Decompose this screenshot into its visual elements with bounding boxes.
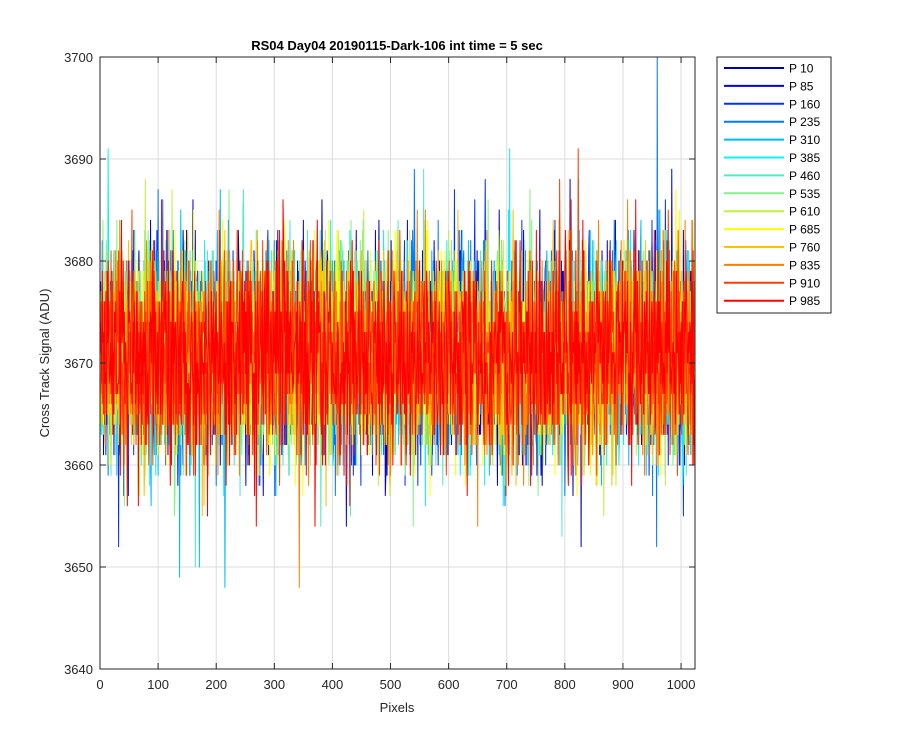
legend-label: P 610 bbox=[789, 205, 820, 219]
legend-label: P 310 bbox=[789, 133, 820, 147]
legend-label: P 235 bbox=[789, 115, 820, 129]
series-line-p-985 bbox=[100, 199, 696, 527]
legend-label: P 685 bbox=[789, 223, 820, 237]
x-tick-label: 300 bbox=[263, 677, 285, 692]
legend-label: P 535 bbox=[789, 187, 820, 201]
y-tick-label: 3650 bbox=[64, 560, 93, 575]
legend-label: P 385 bbox=[789, 151, 820, 165]
y-tick-label: 3690 bbox=[64, 152, 93, 167]
legend: P 10 P 85 P 160 P 235 P 310 P 385 P 460 P 535 P … bbox=[716, 56, 832, 314]
x-tick-label: 600 bbox=[438, 677, 460, 692]
x-tick-label: 900 bbox=[612, 677, 634, 692]
legend-label: P 85 bbox=[789, 79, 814, 93]
legend-label: P 10 bbox=[789, 62, 814, 76]
legend-entries: P 10 P 85 P 160 P 235 P 310 P 385 P 460 P 535 P … bbox=[724, 62, 820, 308]
series-layer bbox=[100, 56, 696, 588]
x-tick-label: 700 bbox=[496, 677, 518, 692]
chart-title: RS04 Day04 20190115-Dark-106 int time = … bbox=[251, 38, 543, 53]
y-tick-label: 3670 bbox=[64, 356, 93, 371]
legend-label: P 760 bbox=[789, 241, 820, 255]
x-tick-label: 0 bbox=[96, 677, 103, 692]
y-tick-label: 3700 bbox=[64, 50, 93, 65]
legend-label: P 160 bbox=[789, 97, 820, 111]
legend-label: P 835 bbox=[789, 258, 820, 272]
legend-label: P 460 bbox=[789, 169, 820, 183]
x-tick-label: 800 bbox=[554, 677, 576, 692]
x-axis: 0 100 200 300 400 500 600 700 800 900 1000 bbox=[96, 57, 696, 692]
x-tick-label: 200 bbox=[205, 677, 227, 692]
x-axis-label: Pixels bbox=[380, 700, 415, 715]
x-tick-label: 1000 bbox=[667, 677, 696, 692]
legend-label: P 910 bbox=[789, 276, 820, 290]
y-tick-label: 3660 bbox=[64, 458, 93, 473]
x-tick-label: 500 bbox=[380, 677, 402, 692]
y-tick-label: 3640 bbox=[64, 662, 93, 677]
legend-box bbox=[716, 56, 832, 314]
x-tick-label: 100 bbox=[147, 677, 169, 692]
y-axis: 3640 3650 3660 3670 3680 3690 3700 bbox=[64, 50, 695, 677]
y-axis-label: Cross Track Signal (ADU) bbox=[37, 289, 52, 438]
y-tick-label: 3680 bbox=[64, 254, 93, 269]
legend-label: P 985 bbox=[789, 294, 820, 308]
x-tick-label: 400 bbox=[322, 677, 344, 692]
